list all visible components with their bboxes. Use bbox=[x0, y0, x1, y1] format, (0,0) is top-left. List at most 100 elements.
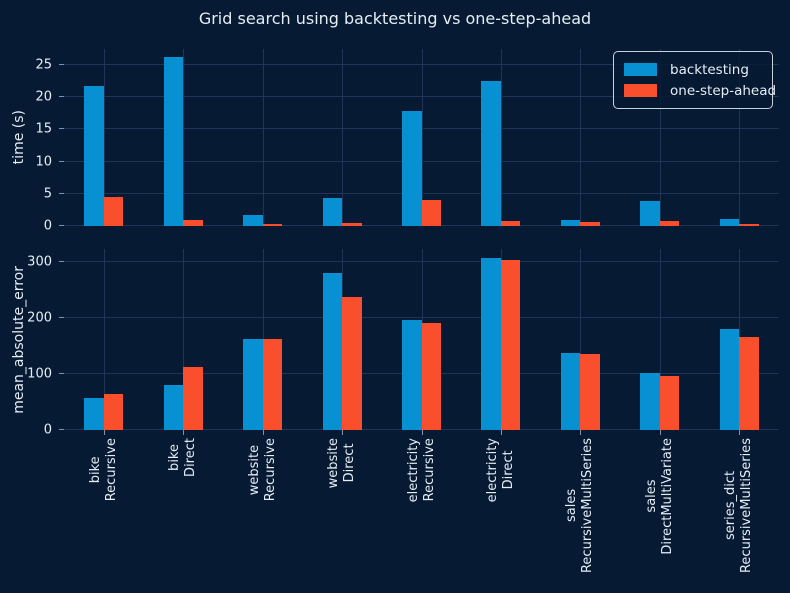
bar-one-step-ahead-electricity-Direct bbox=[500, 260, 521, 430]
legend-item-backtesting: backtesting bbox=[624, 59, 762, 80]
x-tick-mark bbox=[580, 430, 582, 435]
y-tick-mark bbox=[59, 160, 64, 162]
y-tick-mark bbox=[59, 96, 64, 98]
x-tick-label-wrap: electricity Direct bbox=[485, 438, 517, 502]
x-tick-label-wrap: website Direct bbox=[326, 438, 358, 488]
chart-title: Grid search using backtesting vs one-ste… bbox=[198, 9, 592, 28]
bar-backtesting-website-Direct bbox=[322, 273, 343, 430]
bar-backtesting-electricity-Recursive bbox=[402, 319, 422, 430]
gridline-vertical bbox=[580, 49, 582, 226]
plot-area-top: 0 5 10 15 20 25 bbox=[35, 49, 779, 234]
bar-backtesting-sales-RecursiveMultiSeries bbox=[560, 352, 581, 430]
x-tick-label-wrap: series_dict RecursiveMultiSeries bbox=[723, 438, 755, 573]
y-axis-label-mae: mean_absolute_error bbox=[11, 265, 27, 414]
bar-backtesting-sales-DirectMultiVariate bbox=[640, 373, 660, 430]
bar-backtesting-website-Recursive bbox=[243, 215, 263, 226]
bar-backtesting-sales-RecursiveMultiSeries bbox=[560, 219, 581, 226]
plot-area-bottom: 0 100 200 300 bbox=[27, 249, 779, 438]
y-tick-label: 100 bbox=[27, 366, 52, 382]
bar-one-step-ahead-bike-Direct bbox=[183, 366, 203, 430]
x-tick-mark bbox=[421, 430, 423, 435]
x-tick-label: bike Recursive bbox=[87, 438, 119, 502]
y-tick-mark bbox=[59, 64, 64, 66]
bar-backtesting-website-Recursive bbox=[243, 338, 263, 430]
gridline-vertical bbox=[580, 249, 582, 430]
y-tick-label: 0 bbox=[43, 422, 52, 438]
bar-one-step-ahead-electricity-Recursive bbox=[421, 200, 441, 226]
bar-backtesting-bike-Direct bbox=[163, 57, 184, 226]
bar-one-step-ahead-electricity-Direct bbox=[500, 220, 521, 226]
gridline-vertical bbox=[183, 49, 185, 226]
gridline-vertical bbox=[103, 49, 105, 226]
y-tick-label: 200 bbox=[27, 310, 52, 326]
y-tick-label: 5 bbox=[43, 186, 52, 202]
y-axis-label-time: time (s) bbox=[11, 110, 27, 165]
bar-one-step-ahead-sales-DirectMultiVariate bbox=[659, 220, 680, 226]
bar-one-step-ahead-sales-DirectMultiVariate bbox=[659, 375, 680, 430]
bar-one-step-ahead-website-Recursive bbox=[262, 224, 283, 226]
x-tick-label: sales DirectMultiVariate bbox=[643, 438, 675, 555]
x-tick-mark bbox=[500, 430, 502, 435]
bar-one-step-ahead-bike-Recursive bbox=[103, 394, 124, 430]
bar-backtesting-bike-Recursive bbox=[84, 398, 104, 430]
gridline-vertical bbox=[659, 249, 661, 430]
y-tick-mark bbox=[59, 192, 64, 194]
x-tick-label-wrap: electricity Recursive bbox=[406, 438, 438, 502]
y-tick-label: 0 bbox=[43, 218, 52, 234]
bar-one-step-ahead-sales-RecursiveMultiSeries bbox=[580, 221, 600, 226]
y-tick-mark bbox=[59, 128, 64, 130]
bar-backtesting-sales-DirectMultiVariate bbox=[640, 200, 660, 226]
gridline-vertical bbox=[500, 49, 502, 226]
gridline-vertical bbox=[262, 49, 264, 226]
bar-one-step-ahead-bike-Direct bbox=[183, 219, 203, 226]
x-axis-labels: bike Recursive bike Direct website Recursi… bbox=[64, 438, 779, 588]
x-tick-label: electricity Recursive bbox=[405, 438, 437, 503]
bar-one-step-ahead-website-Direct bbox=[342, 223, 362, 226]
x-tick-label-wrap: website Recursive bbox=[247, 438, 279, 501]
bar-backtesting-bike-Direct bbox=[163, 385, 184, 430]
gridline-vertical bbox=[739, 49, 741, 226]
y-tick-label: 25 bbox=[35, 57, 52, 73]
x-tick-label-wrap: sales DirectMultiVariate bbox=[644, 438, 676, 555]
x-tick-label: series_dict RecursiveMultiSeries bbox=[723, 438, 755, 574]
gridline-vertical bbox=[103, 249, 105, 430]
bar-backtesting-electricity-Recursive bbox=[402, 111, 422, 226]
y-tick-mark bbox=[59, 225, 64, 226]
bar-one-step-ahead-website-Recursive bbox=[262, 338, 283, 430]
x-tick-mark bbox=[103, 430, 105, 435]
x-tick-label: website Direct bbox=[326, 438, 358, 489]
y-tick-label: 20 bbox=[35, 89, 52, 105]
legend-swatch-one-step-ahead bbox=[624, 84, 657, 97]
y-tick-mark bbox=[59, 429, 64, 430]
x-tick-label-wrap: sales RecursiveMultiSeries bbox=[564, 438, 596, 573]
bar-backtesting-electricity-Direct bbox=[481, 80, 501, 226]
gridline-vertical bbox=[421, 49, 423, 226]
bar-backtesting-series_dict-RecursiveMultiSeries bbox=[719, 218, 740, 226]
bar-one-step-ahead-electricity-Recursive bbox=[421, 322, 441, 430]
x-tick-mark bbox=[183, 430, 185, 435]
gridline-vertical bbox=[659, 49, 661, 226]
bar-one-step-ahead-series_dict-RecursiveMultiSeries bbox=[739, 223, 759, 226]
legend-label: one-step-ahead bbox=[670, 82, 777, 99]
y-tick-mark bbox=[59, 317, 64, 319]
y-tick-mark bbox=[59, 261, 64, 263]
x-tick-label-wrap: bike Recursive bbox=[88, 438, 120, 501]
bar-backtesting-series_dict-RecursiveMultiSeries bbox=[719, 328, 740, 430]
y-tick-label: 300 bbox=[27, 254, 52, 270]
x-tick-label: bike Direct bbox=[167, 438, 199, 477]
y-tick-label: 10 bbox=[35, 154, 52, 170]
bar-backtesting-bike-Recursive bbox=[84, 85, 104, 226]
bar-one-step-ahead-series_dict-RecursiveMultiSeries bbox=[739, 337, 759, 430]
x-tick-mark bbox=[342, 430, 344, 435]
gridline-vertical bbox=[342, 49, 344, 226]
gridline-vertical bbox=[183, 249, 185, 430]
y-axis-label-box-top: time (s) bbox=[8, 49, 30, 226]
legend: backtesting one-step-ahead bbox=[613, 51, 777, 109]
x-tick-label: electricity Direct bbox=[484, 438, 516, 503]
y-tick-label: 15 bbox=[35, 121, 52, 137]
x-tick-mark bbox=[659, 430, 661, 435]
bar-one-step-ahead-sales-RecursiveMultiSeries bbox=[580, 354, 600, 430]
bar-one-step-ahead-website-Direct bbox=[342, 297, 362, 430]
y-tick-mark bbox=[59, 373, 64, 375]
